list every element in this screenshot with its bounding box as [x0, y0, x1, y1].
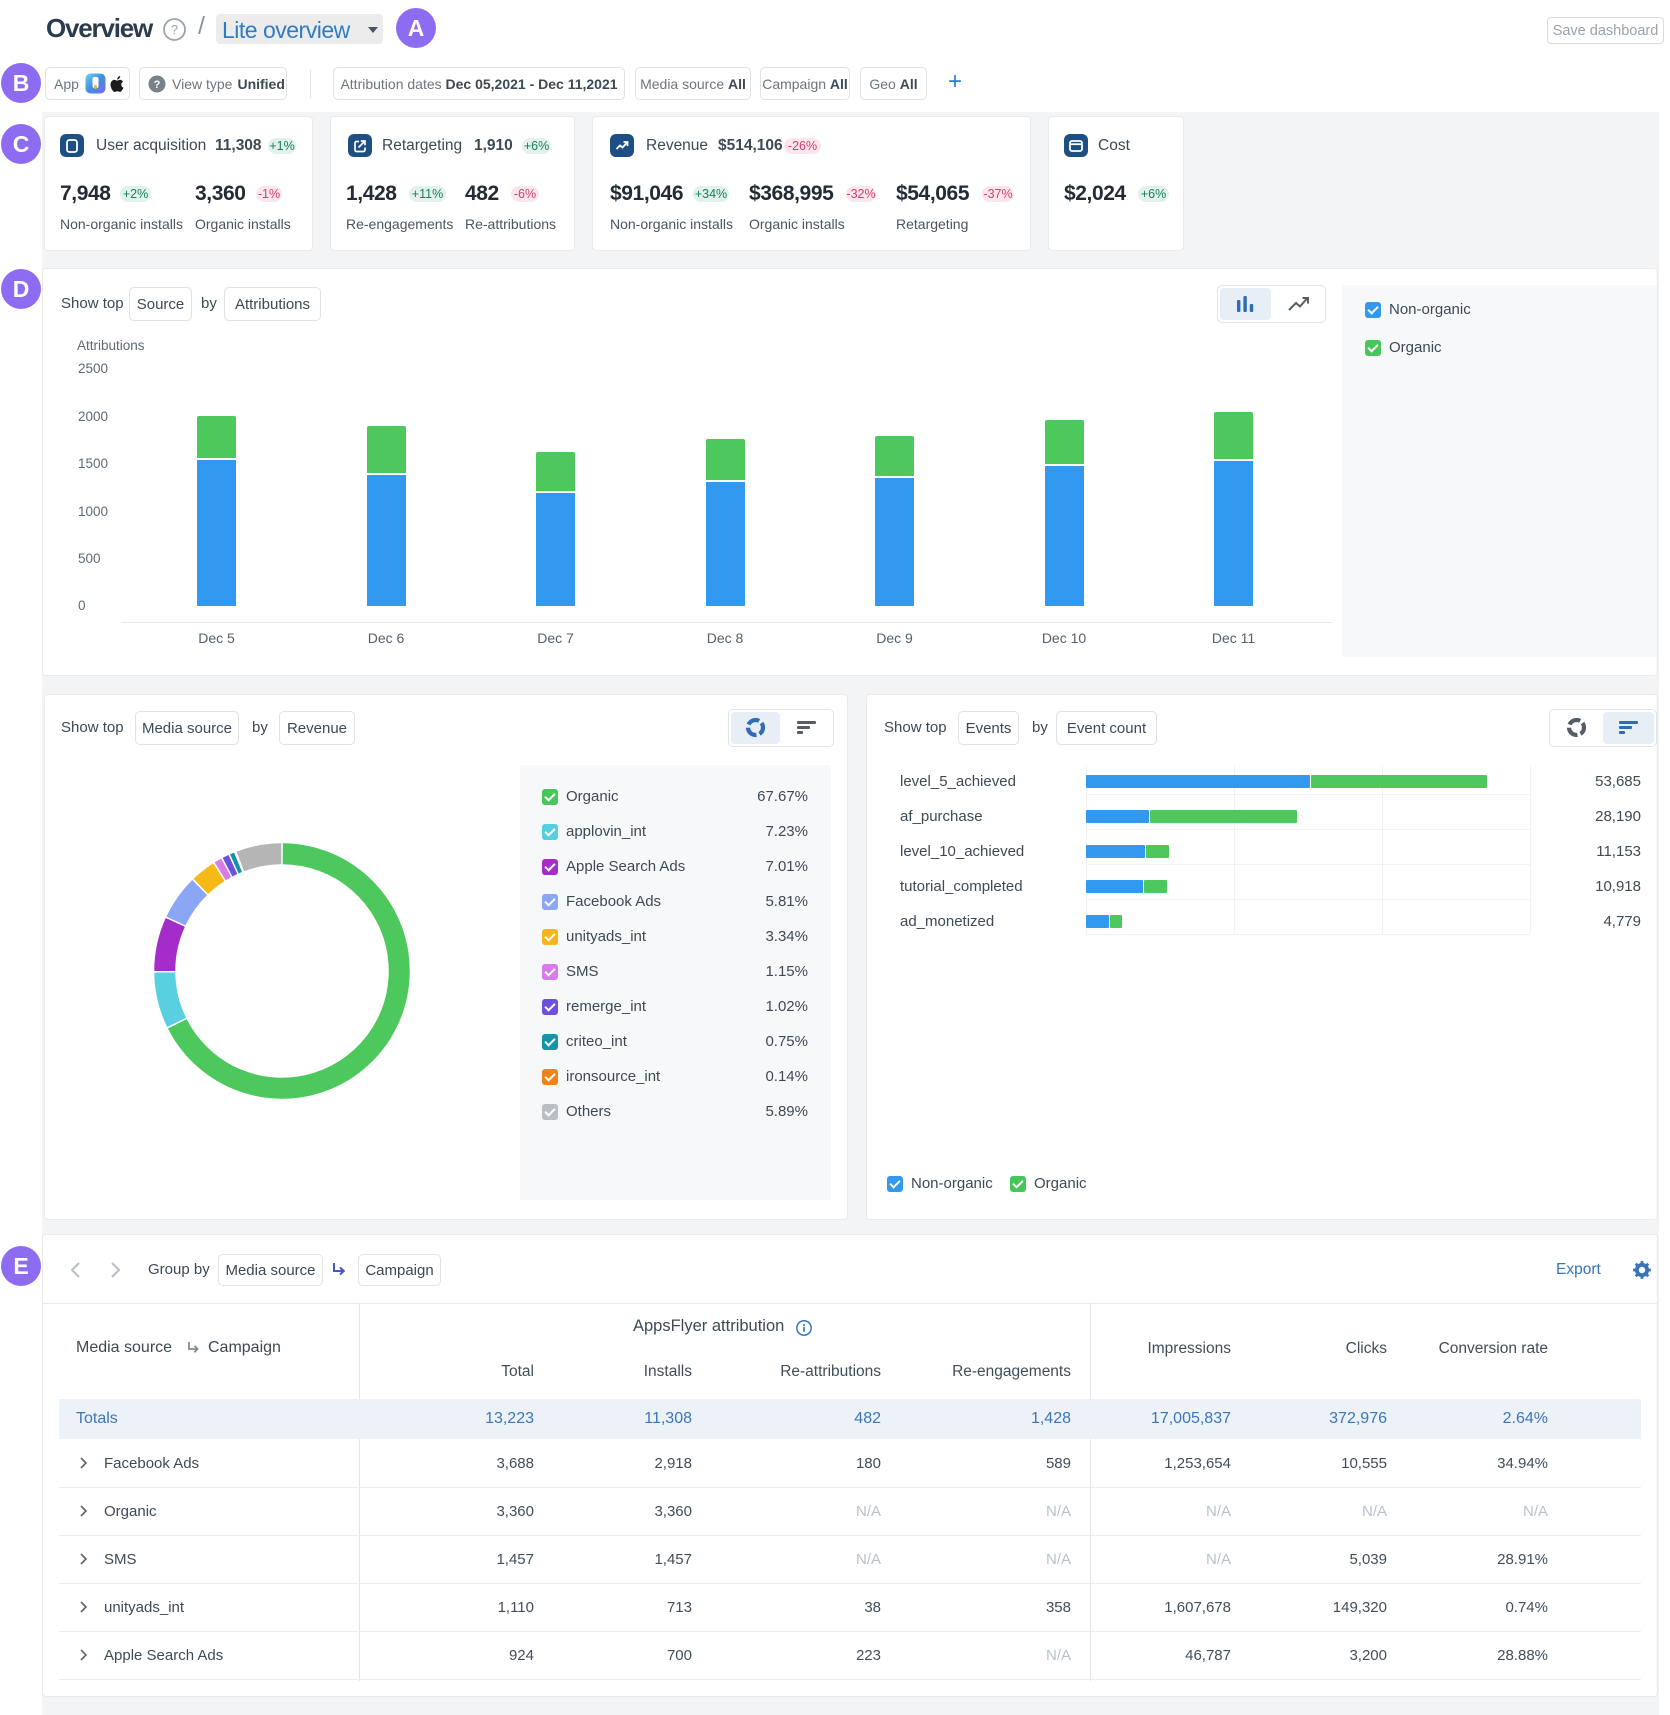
svg-text:?: ?	[171, 22, 178, 37]
svg-text:?: ?	[154, 79, 161, 91]
